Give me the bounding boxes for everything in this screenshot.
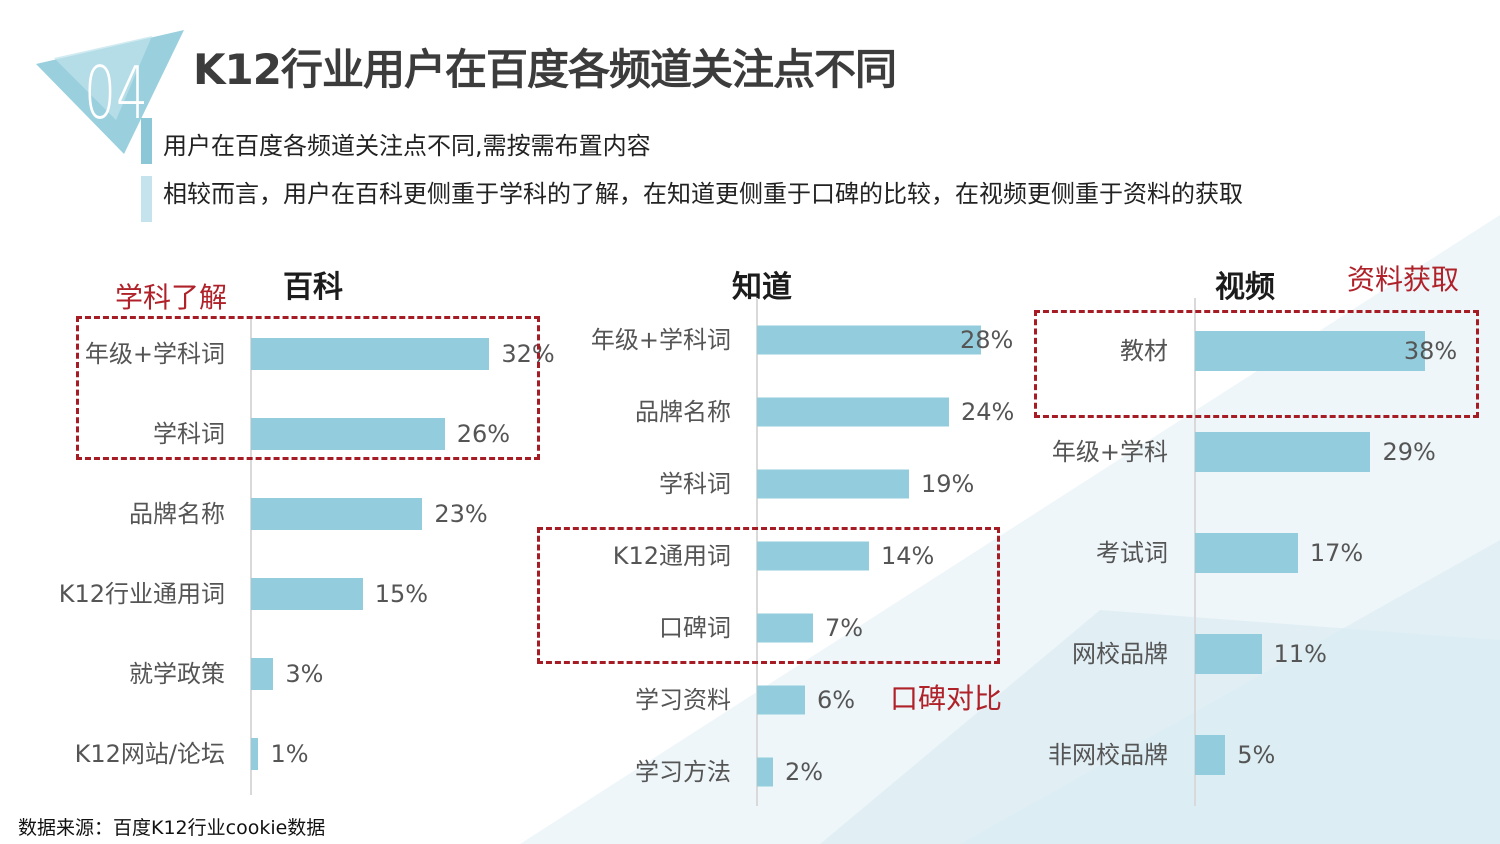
value-label: 7% xyxy=(825,614,864,642)
bar-zhidao-5 xyxy=(757,685,805,715)
category-label: 年级+学科词 xyxy=(84,340,225,368)
subtitle-bullet-1 xyxy=(141,118,152,164)
bar-baike-2 xyxy=(251,498,423,530)
category-label: 教材 xyxy=(1120,337,1168,365)
category-label: 网校品牌 xyxy=(1072,640,1168,668)
category-label: 就学政策 xyxy=(129,660,225,688)
bar-baike-5 xyxy=(251,738,259,770)
category-label: 学习方法 xyxy=(635,758,731,786)
chart-title-zhidao: 知道 xyxy=(732,270,792,305)
category-label: K12网站/论坛 xyxy=(74,740,225,768)
value-label: 17% xyxy=(1309,539,1364,567)
value-label: 3% xyxy=(285,660,324,688)
value-label: 29% xyxy=(1382,438,1436,466)
chart-axis-video xyxy=(1194,298,1196,806)
bar-zhidao-2 xyxy=(757,469,909,499)
category-label: K12通用词 xyxy=(612,542,731,570)
bar-video-4 xyxy=(1195,735,1226,775)
value-label: 28% xyxy=(960,326,1014,354)
category-label: 考试词 xyxy=(1096,539,1168,567)
category-label: 年级+学科 xyxy=(1051,438,1168,466)
chart-axis-zhidao xyxy=(756,298,758,806)
bar-zhidao-4 xyxy=(757,613,813,643)
category-label: 学科词 xyxy=(153,420,225,448)
category-label: 年级+学科词 xyxy=(590,326,731,354)
highlight-box-baike xyxy=(76,316,540,460)
category-label: 学科词 xyxy=(659,470,731,498)
highlight-note-video: 资料获取 xyxy=(1347,263,1460,296)
value-label: 5% xyxy=(1237,741,1276,769)
chart-title-baike: 百科 xyxy=(283,270,343,305)
highlight-note-zhidao: 口碑对比 xyxy=(890,682,1003,715)
category-label: 品牌名称 xyxy=(129,500,225,528)
bar-baike-4 xyxy=(251,658,274,690)
highlight-box-video xyxy=(1034,310,1479,418)
value-label: 11% xyxy=(1273,640,1327,668)
bar-video-0 xyxy=(1195,331,1425,371)
subtitle-bullet-2 xyxy=(141,176,152,222)
bar-zhidao-3 xyxy=(757,541,869,571)
value-label: 32% xyxy=(501,340,555,368)
section-number: 04 xyxy=(84,51,148,135)
value-label: 26% xyxy=(456,420,511,448)
value-label: 15% xyxy=(374,580,429,608)
bar-baike-3 xyxy=(251,578,363,610)
subtitle-2: 相较而言，用户在百科更侧重于学科的了解，在知道更侧重于口碑的比较，在视频更侧重于… xyxy=(163,180,1243,208)
category-label: 学习资料 xyxy=(635,686,731,714)
bar-baike-1 xyxy=(251,418,445,450)
bar-zhidao-0 xyxy=(757,325,981,355)
value-label: 6% xyxy=(817,686,856,714)
value-label: 14% xyxy=(881,542,935,570)
highlight-box-zhidao xyxy=(537,527,1000,664)
bar-video-3 xyxy=(1195,634,1262,674)
page-title: K12行业用户在百度各频道关注点不同 xyxy=(193,45,897,94)
category-label: 口碑词 xyxy=(659,614,731,642)
category-label: 非网校品牌 xyxy=(1048,741,1168,769)
value-label: 24% xyxy=(961,398,1015,426)
value-label: 38% xyxy=(1403,337,1458,365)
value-label: 19% xyxy=(921,470,975,498)
bar-zhidao-6 xyxy=(757,757,773,787)
subtitle-1: 用户在百度各频道关注点不同,需按需布置内容 xyxy=(163,132,651,160)
value-label: 23% xyxy=(434,500,488,528)
category-label: 品牌名称 xyxy=(635,398,731,426)
chart-title-video: 视频 xyxy=(1215,270,1275,305)
highlight-note-baike: 学科了解 xyxy=(115,281,228,314)
value-label: 1% xyxy=(270,740,309,768)
section-number-badge: 04 xyxy=(36,30,184,154)
bar-video-1 xyxy=(1195,432,1371,472)
bar-zhidao-1 xyxy=(757,397,949,427)
bar-baike-0 xyxy=(251,338,490,370)
data-source-note: 数据来源：百度K12行业cookie数据 xyxy=(18,817,326,839)
bar-video-2 xyxy=(1195,533,1298,573)
chart-axis-baike xyxy=(250,318,252,795)
category-label: K12行业通用词 xyxy=(58,580,225,608)
value-label: 2% xyxy=(785,758,824,786)
